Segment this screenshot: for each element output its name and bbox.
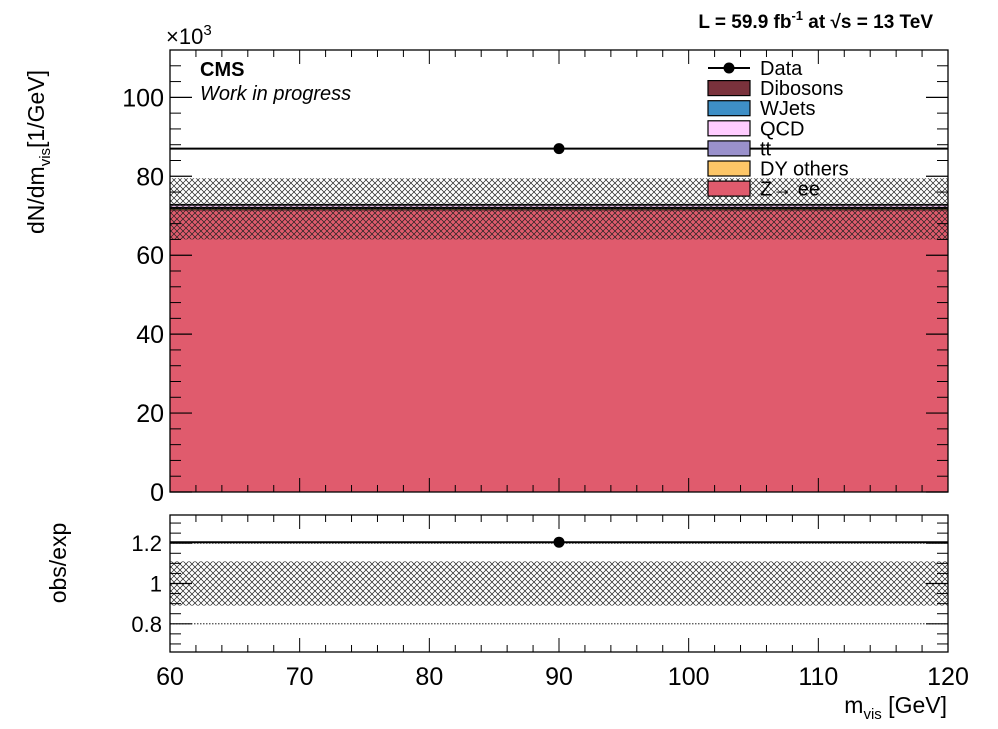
legend-label-wjets: WJets <box>760 98 816 120</box>
legend-swatch-qcd <box>707 120 751 137</box>
data-layer <box>170 143 948 155</box>
data-point <box>553 143 565 155</box>
main-y-tick-label: 20 <box>136 400 164 428</box>
ratio-uncertainty-layer <box>170 561 948 606</box>
ratio-y-axis-title: obs/exp <box>45 523 71 604</box>
main-y-tick-label: 0 <box>150 479 164 507</box>
legend-label-tt: tt <box>760 138 772 160</box>
stack-bar-z-ee <box>169 209 949 493</box>
x-tick-label: 100 <box>668 663 710 691</box>
ratio-point <box>553 536 565 548</box>
legend-label-data: Data <box>760 58 803 80</box>
legend-label-dibosons: Dibosons <box>760 78 843 100</box>
ratio-y-tick-label: 1.2 <box>131 531 162 556</box>
cms-label: CMS <box>200 59 244 81</box>
legend-label-z-ee: Z→ ee <box>760 179 820 201</box>
main-uncertainty-band <box>170 178 948 240</box>
y-exponent-label: ×103 <box>166 22 212 49</box>
x-tick-label: 110 <box>798 663 838 691</box>
main-axes: 0 20 40 60 80 100 <box>122 49 949 507</box>
x-tick-label: 70 <box>286 663 314 691</box>
legend-label-qcd: QCD <box>760 118 804 140</box>
legend-swatch-tt <box>707 140 751 157</box>
legend-marker-data <box>723 62 735 74</box>
main-y-tick-label: 100 <box>122 84 164 112</box>
legend-swatch-z-ee <box>707 180 751 197</box>
main-y-axis-title: dN/dmvis[1/GeV] <box>23 70 54 234</box>
legend-swatch-dibosons <box>707 79 751 97</box>
lumi-label: L = 59.9 fb-1 at √s = 13 TeV <box>698 8 933 33</box>
ratio-y-tick-label: 0.8 <box>131 612 162 637</box>
ratio-uncertainty-band <box>170 561 948 606</box>
legend-swatch-dy-others <box>707 160 751 177</box>
legend-label-dy-others: DY others <box>760 159 849 181</box>
main-y-tick-label: 80 <box>136 163 164 191</box>
x-tick-label: 90 <box>545 663 573 691</box>
ratio-y-tick-label: 1 <box>150 572 162 597</box>
x-axis-title: mvis [GeV] <box>844 692 947 723</box>
x-tick-label: 80 <box>415 663 443 691</box>
x-tick-label: 120 <box>927 663 969 691</box>
legend-swatch-wjets <box>707 100 751 117</box>
main-y-tick-label: 60 <box>136 242 164 270</box>
stack-layer <box>169 178 949 493</box>
status-label: Work in progress <box>200 83 351 105</box>
ratio-lines-layer <box>170 542 948 625</box>
ratio-axes: 0.8 1 1.2 60 70 80 90 100 110 120 <box>131 514 969 691</box>
ratio-data-layer <box>170 536 948 548</box>
main-y-tick-label: 40 <box>136 321 164 349</box>
x-tick-label: 60 <box>156 663 184 691</box>
